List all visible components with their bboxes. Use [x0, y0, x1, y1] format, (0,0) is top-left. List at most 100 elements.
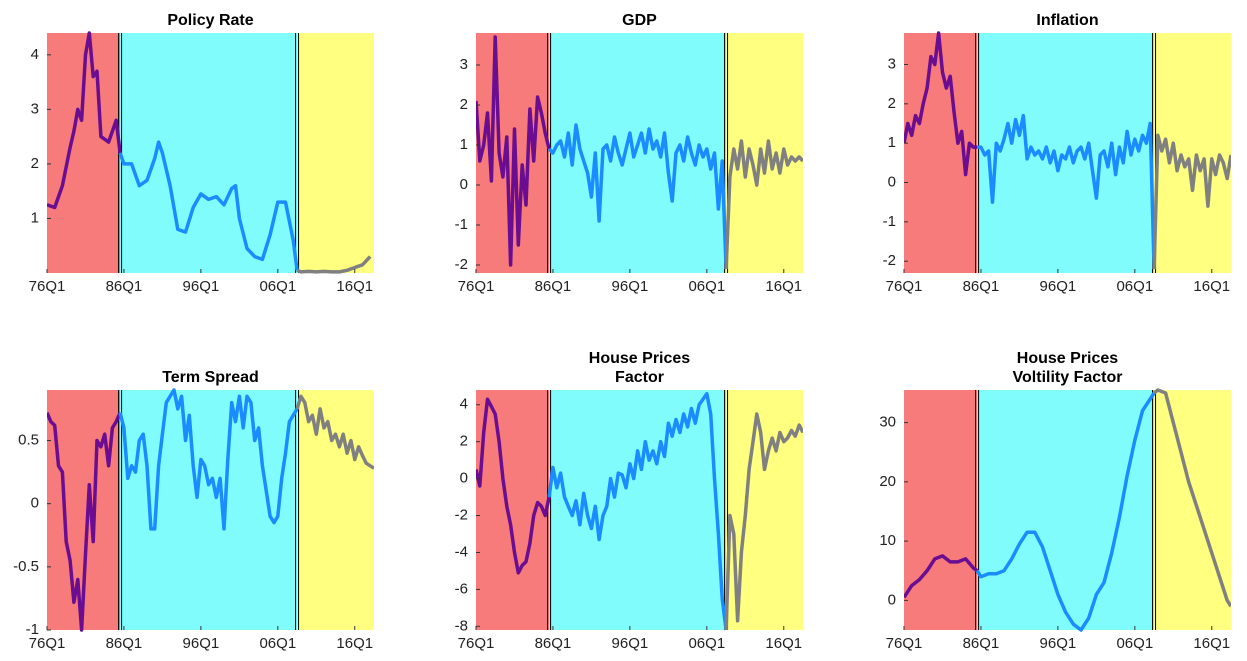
x-tick-label: 06Q1: [1116, 278, 1153, 295]
x-tick-label: 76Q1: [29, 635, 66, 652]
chart-title: House Prices: [589, 350, 690, 367]
y-tick-label: 0: [888, 173, 896, 190]
x-tick-label: 96Q1: [1040, 635, 1077, 652]
region: [297, 390, 374, 630]
series-line: [547, 123, 728, 270]
region: [549, 390, 727, 630]
x-tick-label: 16Q1: [765, 635, 802, 652]
x-tick-label: 96Q1: [183, 278, 220, 295]
chart-title: Inflation: [1036, 12, 1098, 29]
x-tick-label: 86Q1: [535, 278, 572, 295]
series-line: [476, 397, 551, 575]
series-line: [296, 255, 372, 274]
region: [977, 33, 1155, 273]
y-tick-label: 10: [879, 532, 896, 549]
panel: -2 -1 0 1 2 3 76Q1 86Q1 96Q1 06Q1 16Q1 Inflation: [883, 12, 1231, 295]
y-tick-label: 0: [460, 176, 468, 193]
x-tick-label: 86Q1: [963, 278, 1000, 295]
chart-title: GDP: [622, 12, 657, 29]
x-tick-label: 86Q1: [106, 635, 143, 652]
x-tick-label: 16Q1: [765, 278, 802, 295]
x-tick-label: 16Q1: [1193, 635, 1230, 652]
y-tick-label: 1: [460, 136, 468, 153]
panel: 1 2 3 4 76Q1 86Q1 96Q1 06Q1 16Q1 Policy Rate: [29, 12, 374, 295]
region: [476, 390, 550, 630]
y-tick-label: 2: [888, 95, 896, 112]
panel: 0 10 20 30 76Q1 86Q1 96Q1 06Q1 16Q1 House Prices V…: [879, 350, 1231, 652]
chart-title: Term Spread: [162, 369, 259, 386]
x-tick-label: 16Q1: [336, 278, 373, 295]
y-tick-label: -2: [883, 252, 896, 269]
chart-title: Factor: [615, 369, 664, 386]
series-line: [47, 411, 122, 632]
region: [1154, 33, 1231, 273]
series-line: [904, 554, 979, 599]
series-line: [118, 140, 299, 271]
y-tick-label: 20: [879, 473, 896, 490]
region: [726, 33, 803, 273]
x-tick-label: 96Q1: [1040, 278, 1077, 295]
y-tick-label: 30: [879, 414, 896, 431]
x-tick-label: 06Q1: [259, 635, 296, 652]
series-line: [977, 113, 1156, 270]
series-line: [118, 388, 299, 531]
panel: -1 -0.5 0 0.5 76Q1 86Q1 96Q1 06Q1 16Q1 Term Sprea…: [13, 369, 374, 652]
series-line: [47, 31, 122, 210]
y-tick-label: 4: [460, 396, 468, 413]
x-tick-label: 76Q1: [458, 635, 495, 652]
x-tick-label: 86Q1: [963, 635, 1000, 652]
x-tick-label: 86Q1: [535, 635, 572, 652]
region: [297, 33, 374, 273]
y-tick-label: 2: [460, 433, 468, 450]
x-tick-label: 16Q1: [1193, 278, 1230, 295]
panel: -8 -6 -4 -2 0 2 4 76Q1 86Q1 96Q1 06Q1 16Q1 House Pri…: [455, 350, 803, 652]
x-tick-label: 96Q1: [612, 278, 649, 295]
y-tick-label: 3: [31, 100, 39, 117]
series-line: [1152, 133, 1231, 270]
x-tick-label: 76Q1: [458, 278, 495, 295]
region: [549, 33, 727, 273]
series-line: [724, 139, 803, 270]
x-tick-label: 96Q1: [612, 635, 649, 652]
region: [904, 390, 978, 630]
x-tick-label: 76Q1: [886, 635, 923, 652]
y-tick-label: 2: [460, 96, 468, 113]
y-tick-label: 0.5: [18, 431, 39, 448]
series-line: [295, 394, 374, 470]
series-line: [724, 412, 803, 631]
y-tick-label: -0.5: [13, 558, 39, 575]
series-line: [975, 392, 1156, 632]
chart-title: House Prices: [1017, 350, 1118, 367]
y-tick-label: 0: [31, 495, 39, 512]
x-tick-label: 06Q1: [688, 278, 725, 295]
y-tick-label: 0: [888, 591, 896, 608]
series-line: [547, 391, 728, 631]
y-tick-label: -1: [883, 213, 896, 230]
y-tick-label: 3: [460, 56, 468, 73]
series-line: [904, 31, 978, 177]
x-tick-label: 06Q1: [1116, 635, 1153, 652]
series-line: [476, 35, 551, 267]
x-tick-label: 76Q1: [886, 278, 923, 295]
y-tick-label: -6: [455, 580, 468, 597]
series-line: [1153, 388, 1231, 608]
region: [977, 390, 1155, 630]
chart-title: Policy Rate: [167, 12, 253, 29]
y-tick-label: -8: [455, 617, 468, 634]
y-tick-label: 1: [888, 134, 896, 151]
x-tick-label: 16Q1: [336, 635, 373, 652]
y-tick-label: -1: [26, 621, 39, 638]
panel: -2 -1 0 1 2 3 76Q1 86Q1 96Q1 06Q1 16Q1 GDP: [455, 12, 803, 295]
y-tick-label: 3: [888, 55, 896, 72]
region: [120, 33, 298, 273]
y-tick-label: -1: [455, 216, 468, 233]
y-tick-label: -4: [455, 543, 468, 560]
y-tick-label: 1: [31, 209, 39, 226]
region: [1154, 390, 1231, 630]
x-tick-label: 86Q1: [106, 278, 143, 295]
y-tick-label: 2: [31, 155, 39, 172]
x-tick-label: 76Q1: [29, 278, 66, 295]
y-tick-label: -2: [455, 256, 468, 273]
